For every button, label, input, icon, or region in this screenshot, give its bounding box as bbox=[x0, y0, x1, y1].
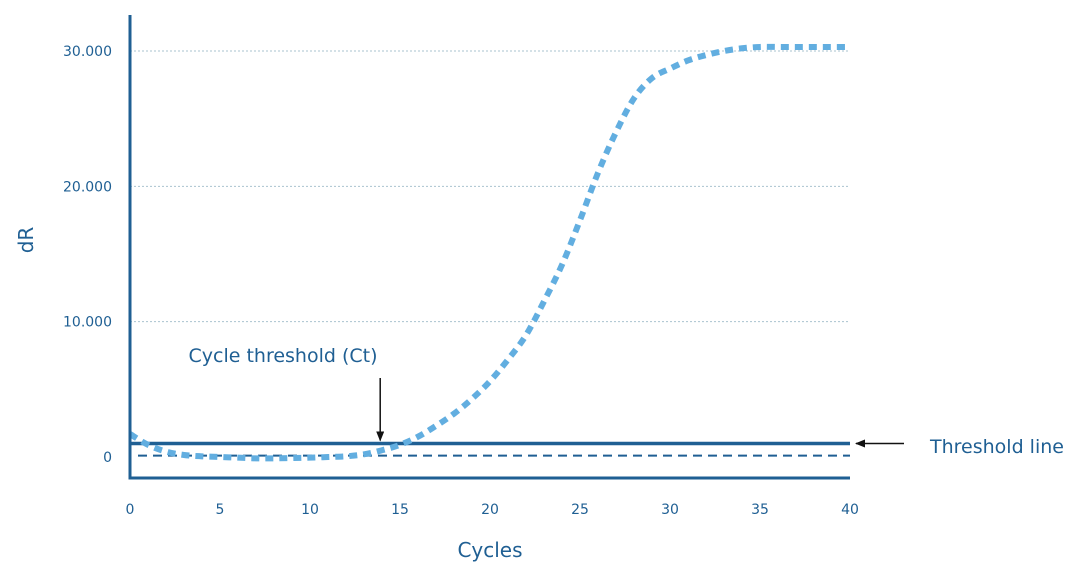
threshold-line-label: Threshold line bbox=[929, 436, 1064, 458]
x-axis-title: Cycles bbox=[457, 538, 522, 562]
amplification-curve bbox=[128, 43, 850, 462]
x-tick-labels: 0 5 10 15 20 25 30 35 40 bbox=[126, 502, 859, 518]
annotations: Cycle threshold (Ct) Threshold line bbox=[188, 345, 1063, 458]
y-tick-label: 30.000 bbox=[63, 44, 112, 60]
x-tick-label: 0 bbox=[126, 502, 135, 518]
x-tick-label: 15 bbox=[391, 502, 409, 518]
x-tick-label: 30 bbox=[661, 502, 679, 518]
y-tick-label: 20.000 bbox=[63, 179, 112, 195]
x-tick-label: 10 bbox=[301, 502, 319, 518]
reference-lines bbox=[130, 441, 850, 457]
grid-lines bbox=[130, 50, 850, 323]
x-tick-label: 20 bbox=[481, 502, 499, 518]
x-tick-label: 5 bbox=[216, 502, 225, 518]
axes bbox=[128, 15, 850, 480]
y-tick-labels: 0 10.000 20.000 30.000 bbox=[63, 44, 112, 466]
y-tick-label: 0 bbox=[103, 450, 112, 466]
x-tick-label: 35 bbox=[751, 502, 769, 518]
series-layer bbox=[128, 43, 850, 462]
y-axis-title: dR bbox=[14, 227, 38, 254]
x-tick-label: 40 bbox=[841, 502, 859, 518]
y-tick-label: 10.000 bbox=[63, 315, 112, 331]
ct-annotation-label: Cycle threshold (Ct) bbox=[188, 345, 377, 367]
x-tick-label: 25 bbox=[571, 502, 589, 518]
